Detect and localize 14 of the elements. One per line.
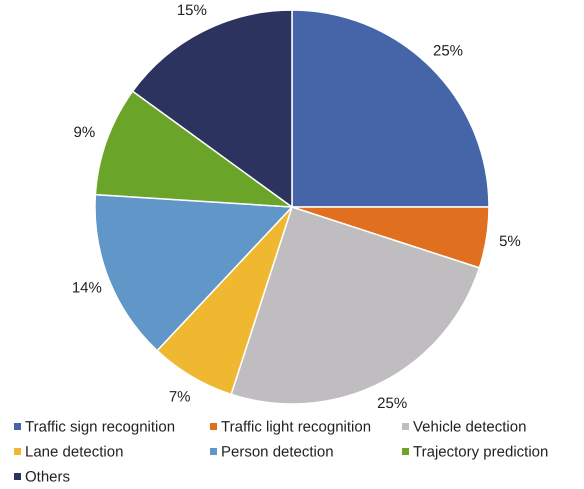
legend-label: Vehicle detection xyxy=(413,418,526,436)
legend-label: Traffic light recognition xyxy=(221,418,372,436)
legend-label: Others xyxy=(25,468,70,486)
legend-label: Traffic sign recognition xyxy=(25,418,176,436)
data-label: 7% xyxy=(168,388,191,406)
legend-label: Trajectory prediction xyxy=(413,444,548,460)
legend-label: Lane detection xyxy=(25,444,124,460)
data-label: 25% xyxy=(377,395,408,412)
data-label: 15% xyxy=(176,2,207,19)
legend-label: Person detection xyxy=(221,444,334,460)
data-label: 14% xyxy=(72,280,102,297)
data-label: 25% xyxy=(433,42,464,60)
data-label: 5% xyxy=(499,233,521,250)
data-label: 9% xyxy=(74,124,96,141)
